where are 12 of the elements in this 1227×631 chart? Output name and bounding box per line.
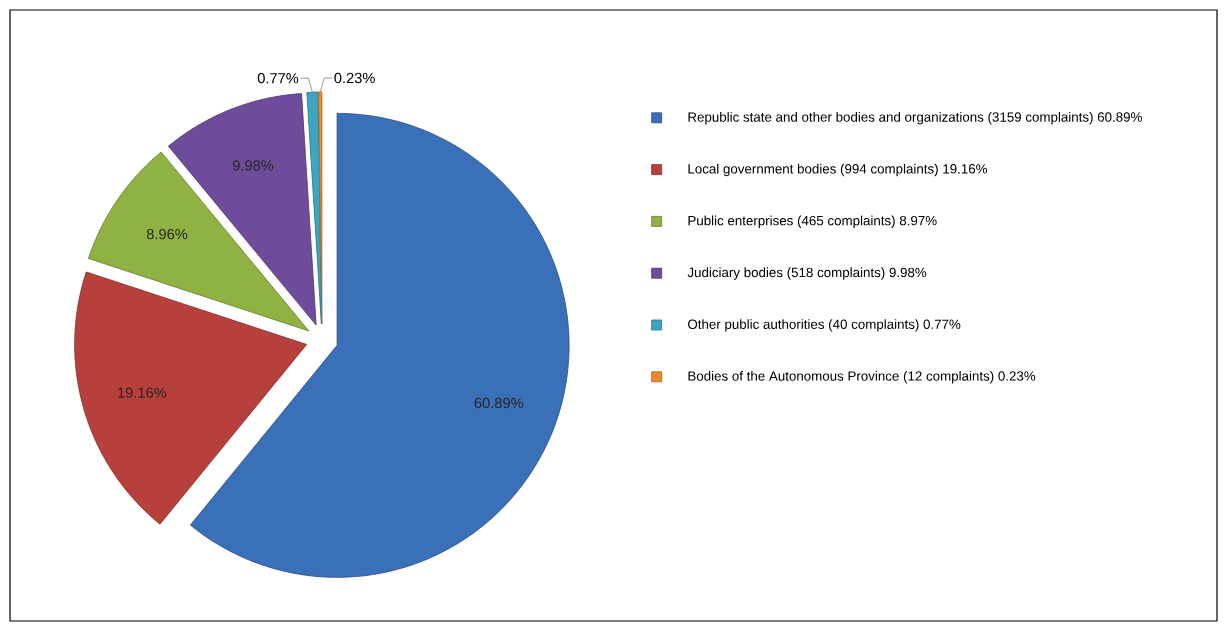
data-label: 0.23%: [334, 72, 375, 84]
data-label: 60.89%: [474, 397, 524, 409]
data-label: 8.96%: [146, 228, 188, 240]
legend-label: Judiciary bodies (518 complaints) 9.98%: [687, 267, 927, 280]
data-label: 0.77%: [257, 73, 299, 84]
legend-label: Public enterprises (465 complaints) 8.97%: [688, 215, 937, 228]
legend-label: Local government bodies (994 complaints) 19.16%: [688, 163, 988, 177]
data-label: 9.98%: [232, 160, 274, 171]
legend-label: Bodies of the Autonomous Province (12 complaints) 0.23%: [688, 370, 1036, 384]
legend-label: Other public authorities (40 complaints) 0.77%: [688, 319, 961, 332]
legend-label: Republic state and other bodies and organizations (3159 complaints) 60.89%: [688, 111, 1142, 125]
data-label: 19.16%: [118, 387, 167, 398]
